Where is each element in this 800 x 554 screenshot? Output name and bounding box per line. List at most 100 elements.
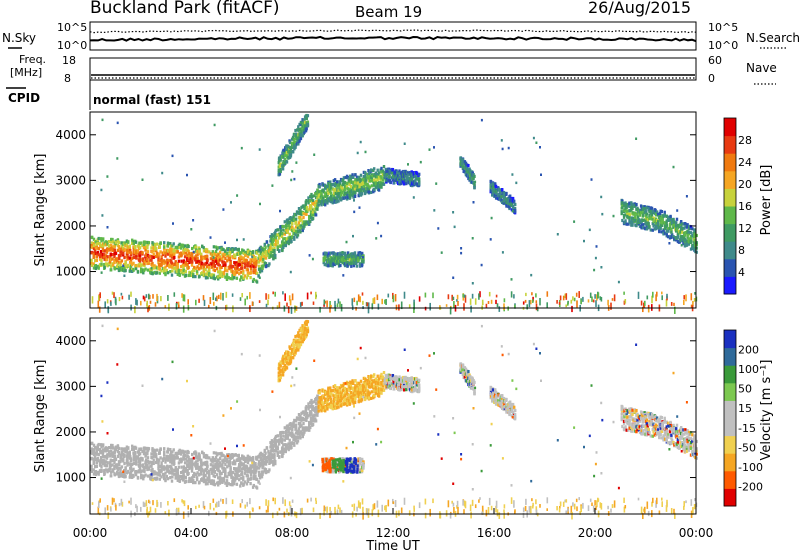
velocity-cell (92, 468, 95, 472)
power-clutter-cell (198, 298, 200, 303)
power-cell (288, 232, 291, 236)
velocity-cell (175, 475, 179, 479)
power-speck (437, 227, 440, 230)
power-speck (291, 170, 294, 173)
velocity-cell (123, 462, 126, 466)
power-cell (217, 256, 220, 261)
power-cell (301, 124, 304, 128)
power-clutter-cell (244, 298, 246, 306)
velocity-cell (131, 444, 134, 448)
power-cell (367, 169, 370, 173)
power-cell (163, 250, 166, 254)
power-clutter-cell (149, 300, 152, 304)
power-clutter-cell (488, 291, 491, 297)
power-speck (236, 238, 238, 242)
velocity-cell (204, 482, 208, 486)
power-cell (113, 248, 116, 252)
power-cell (667, 229, 670, 233)
velocity-cell (206, 470, 209, 474)
power-cell (158, 258, 161, 262)
y-tick-label: 3000 (55, 173, 86, 187)
power-cell (324, 191, 327, 195)
power-cell (147, 241, 151, 245)
velocity-cell (186, 468, 189, 472)
power-cell (337, 264, 341, 268)
power-cell (131, 269, 134, 273)
power-cell (297, 207, 301, 211)
power-cell (182, 267, 185, 271)
power-colorbar-label: Power [dB] (759, 165, 774, 236)
power-cell (311, 199, 315, 203)
power-cell (146, 261, 149, 266)
velocity-cell (120, 453, 124, 457)
power-cell (327, 191, 330, 196)
power-cell (494, 182, 497, 186)
power-cell (390, 171, 394, 175)
power-cell (265, 264, 269, 268)
power-cell (459, 156, 463, 160)
power-cell (318, 182, 321, 187)
velocity-cell (231, 480, 235, 484)
power-cell (461, 162, 464, 166)
velocity-cell (239, 484, 242, 488)
power-cell (155, 254, 158, 259)
power-cell (327, 182, 330, 186)
power-cell (273, 249, 276, 253)
power-clutter-cell (377, 303, 380, 310)
power-speck (258, 148, 261, 151)
power-cell (344, 261, 348, 265)
power-cell (294, 141, 297, 145)
power-cell (505, 204, 508, 208)
velocity-cell (147, 461, 151, 465)
velocity-cell (163, 475, 166, 479)
velocity-cell (164, 471, 167, 475)
power-cell (188, 255, 191, 259)
power-cell (233, 254, 237, 258)
power-cell (183, 247, 187, 252)
velocity-cell (217, 476, 220, 480)
power-cell (294, 217, 298, 221)
power-cell (465, 163, 469, 167)
velocity-cell (176, 471, 179, 475)
power-cell (210, 265, 213, 269)
velocity-cell (146, 456, 150, 460)
velocity-cell (100, 449, 103, 453)
velocity-cell (140, 476, 143, 480)
power-cell (241, 265, 244, 269)
noise-panel: N.Sky 10^5 10^0 10^5 10^0 N.Search (2, 21, 800, 52)
power-cell (334, 200, 337, 204)
power-cell (245, 276, 249, 280)
power-cell (283, 150, 286, 154)
power-cell (164, 260, 167, 264)
power-clutter-cell (528, 300, 531, 308)
power-clutter-cell (372, 298, 374, 304)
power-cell (234, 247, 237, 251)
power-cell (285, 148, 288, 152)
power-cell (691, 227, 694, 231)
power-cell (112, 245, 115, 249)
power-cell (637, 222, 641, 226)
power-cell (214, 259, 218, 263)
velocity-cell (103, 471, 106, 475)
power-cell (344, 255, 348, 259)
power-cell (279, 229, 282, 233)
power-speck (510, 278, 513, 281)
cpid-panel: CPID normal (fast) 151 (6, 80, 211, 110)
power-cell (187, 257, 190, 261)
power-cell (659, 220, 662, 224)
power-cell (166, 252, 170, 256)
power-cell (276, 245, 279, 249)
power-cell (694, 243, 697, 247)
power-cell (628, 208, 631, 212)
power-speck (141, 178, 144, 181)
power-cell (285, 155, 289, 159)
power-cell (125, 243, 129, 247)
power-clutter-cell (613, 294, 616, 302)
power-cell (377, 171, 381, 175)
power-speck (556, 233, 559, 236)
power-cell (695, 246, 698, 250)
velocity-cell (202, 452, 205, 456)
power-cell (126, 248, 129, 252)
power-cell (393, 170, 396, 174)
